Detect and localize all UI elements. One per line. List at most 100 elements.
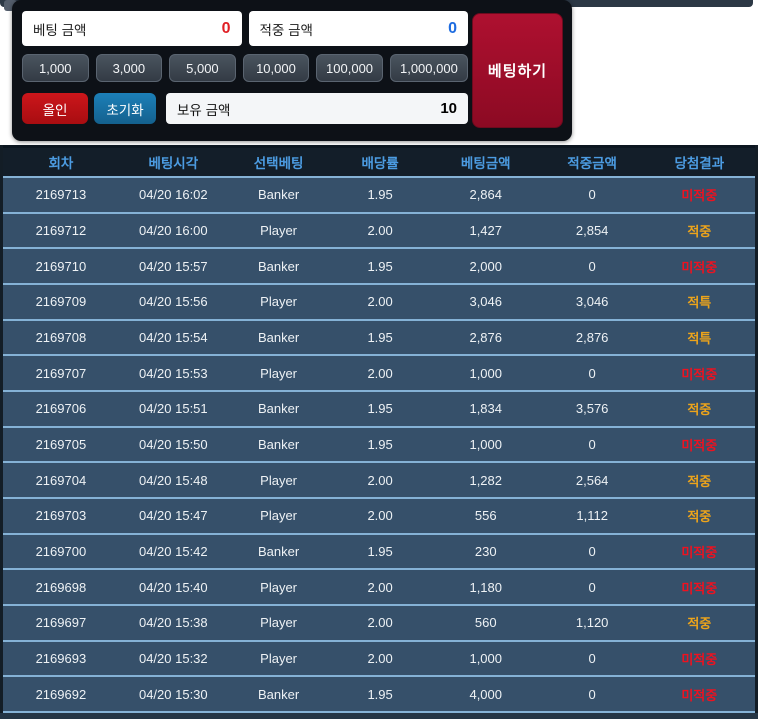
- table-row: 2169693 04/20 15:32 Player 2.00 1,000 0 미적중: [3, 641, 755, 678]
- betting-panel: 베팅 금액 0 적중 금액 0 1,000 3,000 5,000 10,000 100…: [12, 0, 572, 141]
- balance-value: 10: [440, 100, 457, 117]
- cell-pick: Player: [260, 650, 298, 666]
- cell-bet: 3,046: [469, 294, 503, 310]
- column-header-5: 적중금액: [567, 156, 617, 171]
- cell-win: 3,046: [575, 294, 609, 310]
- cell-bet: 556: [474, 508, 497, 524]
- cell-round: 2169707: [35, 365, 87, 381]
- cell-win: 0: [588, 579, 596, 595]
- bet-amount-label: 베팅 금액: [33, 22, 87, 38]
- cell-odds: 1.95: [367, 436, 393, 452]
- cell-win: 1,120: [575, 615, 609, 631]
- cell-result: 적중: [687, 402, 712, 418]
- cell-pick: Banker: [257, 686, 300, 702]
- cell-pick: Player: [260, 508, 298, 524]
- cell-odds: 1.95: [367, 187, 393, 203]
- cell-time: 04/20 15:53: [138, 365, 208, 381]
- cell-time: 04/20 15:32: [138, 650, 208, 666]
- cell-result: 미적중: [681, 437, 718, 453]
- cell-round: 2169698: [35, 579, 87, 595]
- cell-time: 04/20 15:50: [138, 436, 208, 452]
- cell-bet: 1,000: [469, 365, 503, 381]
- bet-amount-value: 0: [221, 19, 231, 37]
- quick-amount-button-100000[interactable]: 100,000: [316, 54, 383, 82]
- cell-result: 미적중: [681, 544, 718, 560]
- cell-round: 2169697: [35, 615, 87, 631]
- bet-amount-field[interactable]: 베팅 금액 0: [22, 11, 242, 46]
- cell-time: 04/20 16:00: [138, 222, 208, 238]
- column-header-2: 선택베팅: [253, 156, 304, 171]
- cell-round: 2169700: [35, 543, 87, 559]
- cell-bet: 1,834: [469, 401, 503, 417]
- table-row: 2169705 04/20 15:50 Banker 1.95 1,000 0 미적중: [3, 427, 755, 464]
- cell-odds: 2.00: [367, 294, 393, 310]
- table-bottom-strip: [0, 712, 758, 719]
- cell-pick: Banker: [257, 329, 300, 345]
- cell-bet: 2,876: [469, 329, 503, 345]
- cell-time: 04/20 15:57: [138, 258, 208, 274]
- win-amount-field[interactable]: 적중 금액 0: [248, 11, 468, 46]
- cell-time: 04/20 15:38: [138, 615, 208, 631]
- cell-round: 2169712: [35, 222, 87, 238]
- cell-bet: 4,000: [469, 686, 503, 702]
- quick-amount-button-5000[interactable]: 5,000: [169, 54, 236, 82]
- cell-odds: 1.95: [367, 686, 393, 702]
- cell-pick: Player: [260, 579, 298, 595]
- cell-pick: Player: [260, 222, 298, 238]
- cell-win: 0: [588, 686, 596, 702]
- cell-result: 적중: [687, 223, 712, 239]
- quick-amount-button-1000000[interactable]: 1,000,000: [389, 54, 468, 82]
- cell-win: 1,112: [576, 508, 608, 524]
- table-row: 2169706 04/20 15:51 Banker 1.95 1,834 3,576 적중: [3, 391, 755, 428]
- table-row: 2169713 04/20 16:02 Banker 1.95 2,864 0 미적중: [3, 178, 755, 214]
- cell-bet: 2,000: [469, 258, 503, 274]
- cell-pick: Player: [260, 472, 298, 488]
- cell-bet: 1,000: [469, 436, 503, 452]
- cell-result: 적특: [687, 295, 712, 311]
- cell-result: 적중: [687, 616, 712, 632]
- table-row: 2169692 04/20 15:30 Banker 1.95 4,000 0 미적중: [3, 677, 755, 713]
- cell-result: 미적중: [681, 366, 718, 382]
- cell-time: 04/20 15:48: [138, 472, 208, 488]
- table-row: 2169710 04/20 15:57 Banker 1.95 2,000 0 미적중: [3, 249, 755, 285]
- cell-result: 미적중: [681, 580, 718, 596]
- cell-pick: Banker: [257, 187, 300, 203]
- cell-odds: 1.95: [367, 329, 393, 345]
- cell-win: 0: [588, 258, 596, 274]
- cell-time: 04/20 15:40: [138, 579, 208, 595]
- cell-bet: 2,864: [469, 187, 503, 203]
- cell-odds: 2.00: [367, 615, 393, 631]
- cell-win: 0: [588, 365, 596, 381]
- place-bet-button[interactable]: 베팅하기: [472, 13, 563, 128]
- table-row: 2169697 04/20 15:38 Player 2.00 560 1,120 적중: [3, 605, 755, 642]
- win-amount-label: 적중 금액: [259, 22, 313, 38]
- cell-odds: 2.00: [367, 650, 393, 666]
- cell-pick: Banker: [257, 258, 300, 274]
- cell-bet: 1,427: [469, 222, 503, 238]
- reset-button[interactable]: 초기화: [94, 93, 156, 124]
- cell-time: 04/20 15:56: [138, 294, 208, 310]
- cell-bet: 1,000: [469, 650, 503, 666]
- cell-bet: 1,282: [469, 472, 503, 488]
- cell-time: 04/20 15:54: [138, 329, 208, 345]
- quick-amount-button-1000[interactable]: 1,000: [22, 54, 89, 82]
- cell-win: 3,576: [575, 401, 609, 417]
- table-row: 2169704 04/20 15:48 Player 2.00 1,282 2,564 적중: [3, 463, 755, 499]
- cell-result: 미적중: [681, 687, 718, 703]
- cell-odds: 1.95: [367, 543, 393, 559]
- quick-amount-button-10000[interactable]: 10,000: [242, 54, 310, 82]
- quick-amount-button-3000[interactable]: 3,000: [95, 54, 163, 82]
- cell-round: 2169708: [35, 329, 87, 345]
- cell-odds: 2.00: [367, 472, 393, 488]
- cell-odds: 2.00: [367, 222, 393, 238]
- cell-result: 적중: [687, 473, 712, 489]
- bet-history-table: 회차 베팅시각 선택베팅 배당률 베팅금액 적중금액 당첨결과 2169713 04/20 1…: [0, 145, 758, 719]
- table-row: 2169698 04/20 15:40 Player 2.00 1,180 0 미적중: [3, 570, 755, 606]
- cell-pick: Banker: [257, 436, 300, 452]
- all-in-button[interactable]: 올인: [22, 93, 88, 124]
- cell-pick: Banker: [257, 401, 300, 417]
- column-header-0: 회차: [48, 156, 74, 171]
- cell-win: 0: [588, 543, 596, 559]
- table-body: 2169713 04/20 16:02 Banker 1.95 2,864 0 미적중 216…: [3, 178, 755, 713]
- cell-round: 2169693: [35, 650, 87, 666]
